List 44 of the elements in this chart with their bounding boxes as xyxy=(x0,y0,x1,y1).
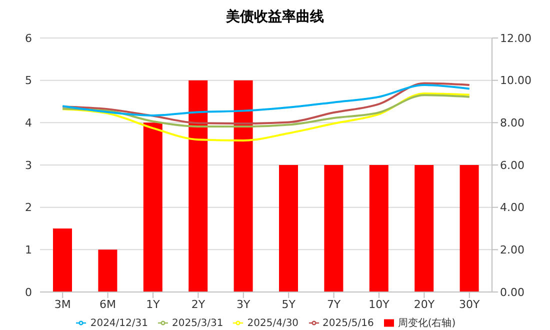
x-tick-label: 3M xyxy=(54,298,71,311)
bar xyxy=(143,122,162,292)
bar xyxy=(53,228,72,292)
x-tick-label: 1Y xyxy=(146,298,160,311)
line-series xyxy=(62,84,470,116)
line-series xyxy=(62,82,470,125)
legend-label: 2025/5/16 xyxy=(322,318,374,329)
legend-label: 周变化(右轴) xyxy=(398,318,456,329)
y-tick-label: 2 xyxy=(25,201,32,214)
bar xyxy=(324,165,344,292)
x-tick-label: 30Y xyxy=(459,298,480,311)
bar xyxy=(279,165,298,292)
y-tick-label: 5 xyxy=(25,74,32,88)
bar xyxy=(98,250,118,292)
bar xyxy=(188,80,208,292)
y2-tick-label: 0.00 xyxy=(500,286,524,299)
y-tick-label: 3 xyxy=(25,158,32,172)
y2-tick-label: 6.00 xyxy=(500,158,524,172)
y-tick-label: 1 xyxy=(25,244,32,257)
legend-label: 2025/4/30 xyxy=(247,318,299,329)
bar xyxy=(369,165,388,292)
x-tick-label: 5Y xyxy=(282,298,296,311)
bar xyxy=(414,165,434,292)
y-tick-label: 6 xyxy=(25,32,32,45)
y-tick-label: 4 xyxy=(25,116,32,130)
x-tick-label: 6M xyxy=(100,298,116,311)
x-tick-label: 3Y xyxy=(236,298,251,311)
bar xyxy=(460,165,479,292)
legend-label: 2024/12/31 xyxy=(90,318,148,329)
y2-tick-label: 10.00 xyxy=(500,74,532,88)
y2-tick-label: 2.00 xyxy=(500,244,524,257)
y-tick-label: 0 xyxy=(25,286,32,299)
legend-label: 2025/3/31 xyxy=(172,318,224,329)
x-tick-label: 10Y xyxy=(368,298,390,311)
chart-title: 美债收益率曲线 xyxy=(224,8,325,26)
line-series xyxy=(62,94,470,128)
y2-tick-label: 4.00 xyxy=(500,201,524,214)
line-series xyxy=(62,92,470,142)
y2-tick-label: 12.00 xyxy=(500,32,532,45)
bar xyxy=(234,80,253,292)
x-tick-label: 7Y xyxy=(326,298,341,311)
x-tick-label: 20Y xyxy=(414,298,435,311)
y2-tick-label: 8.00 xyxy=(500,116,524,130)
x-tick-label: 2Y xyxy=(191,298,206,311)
